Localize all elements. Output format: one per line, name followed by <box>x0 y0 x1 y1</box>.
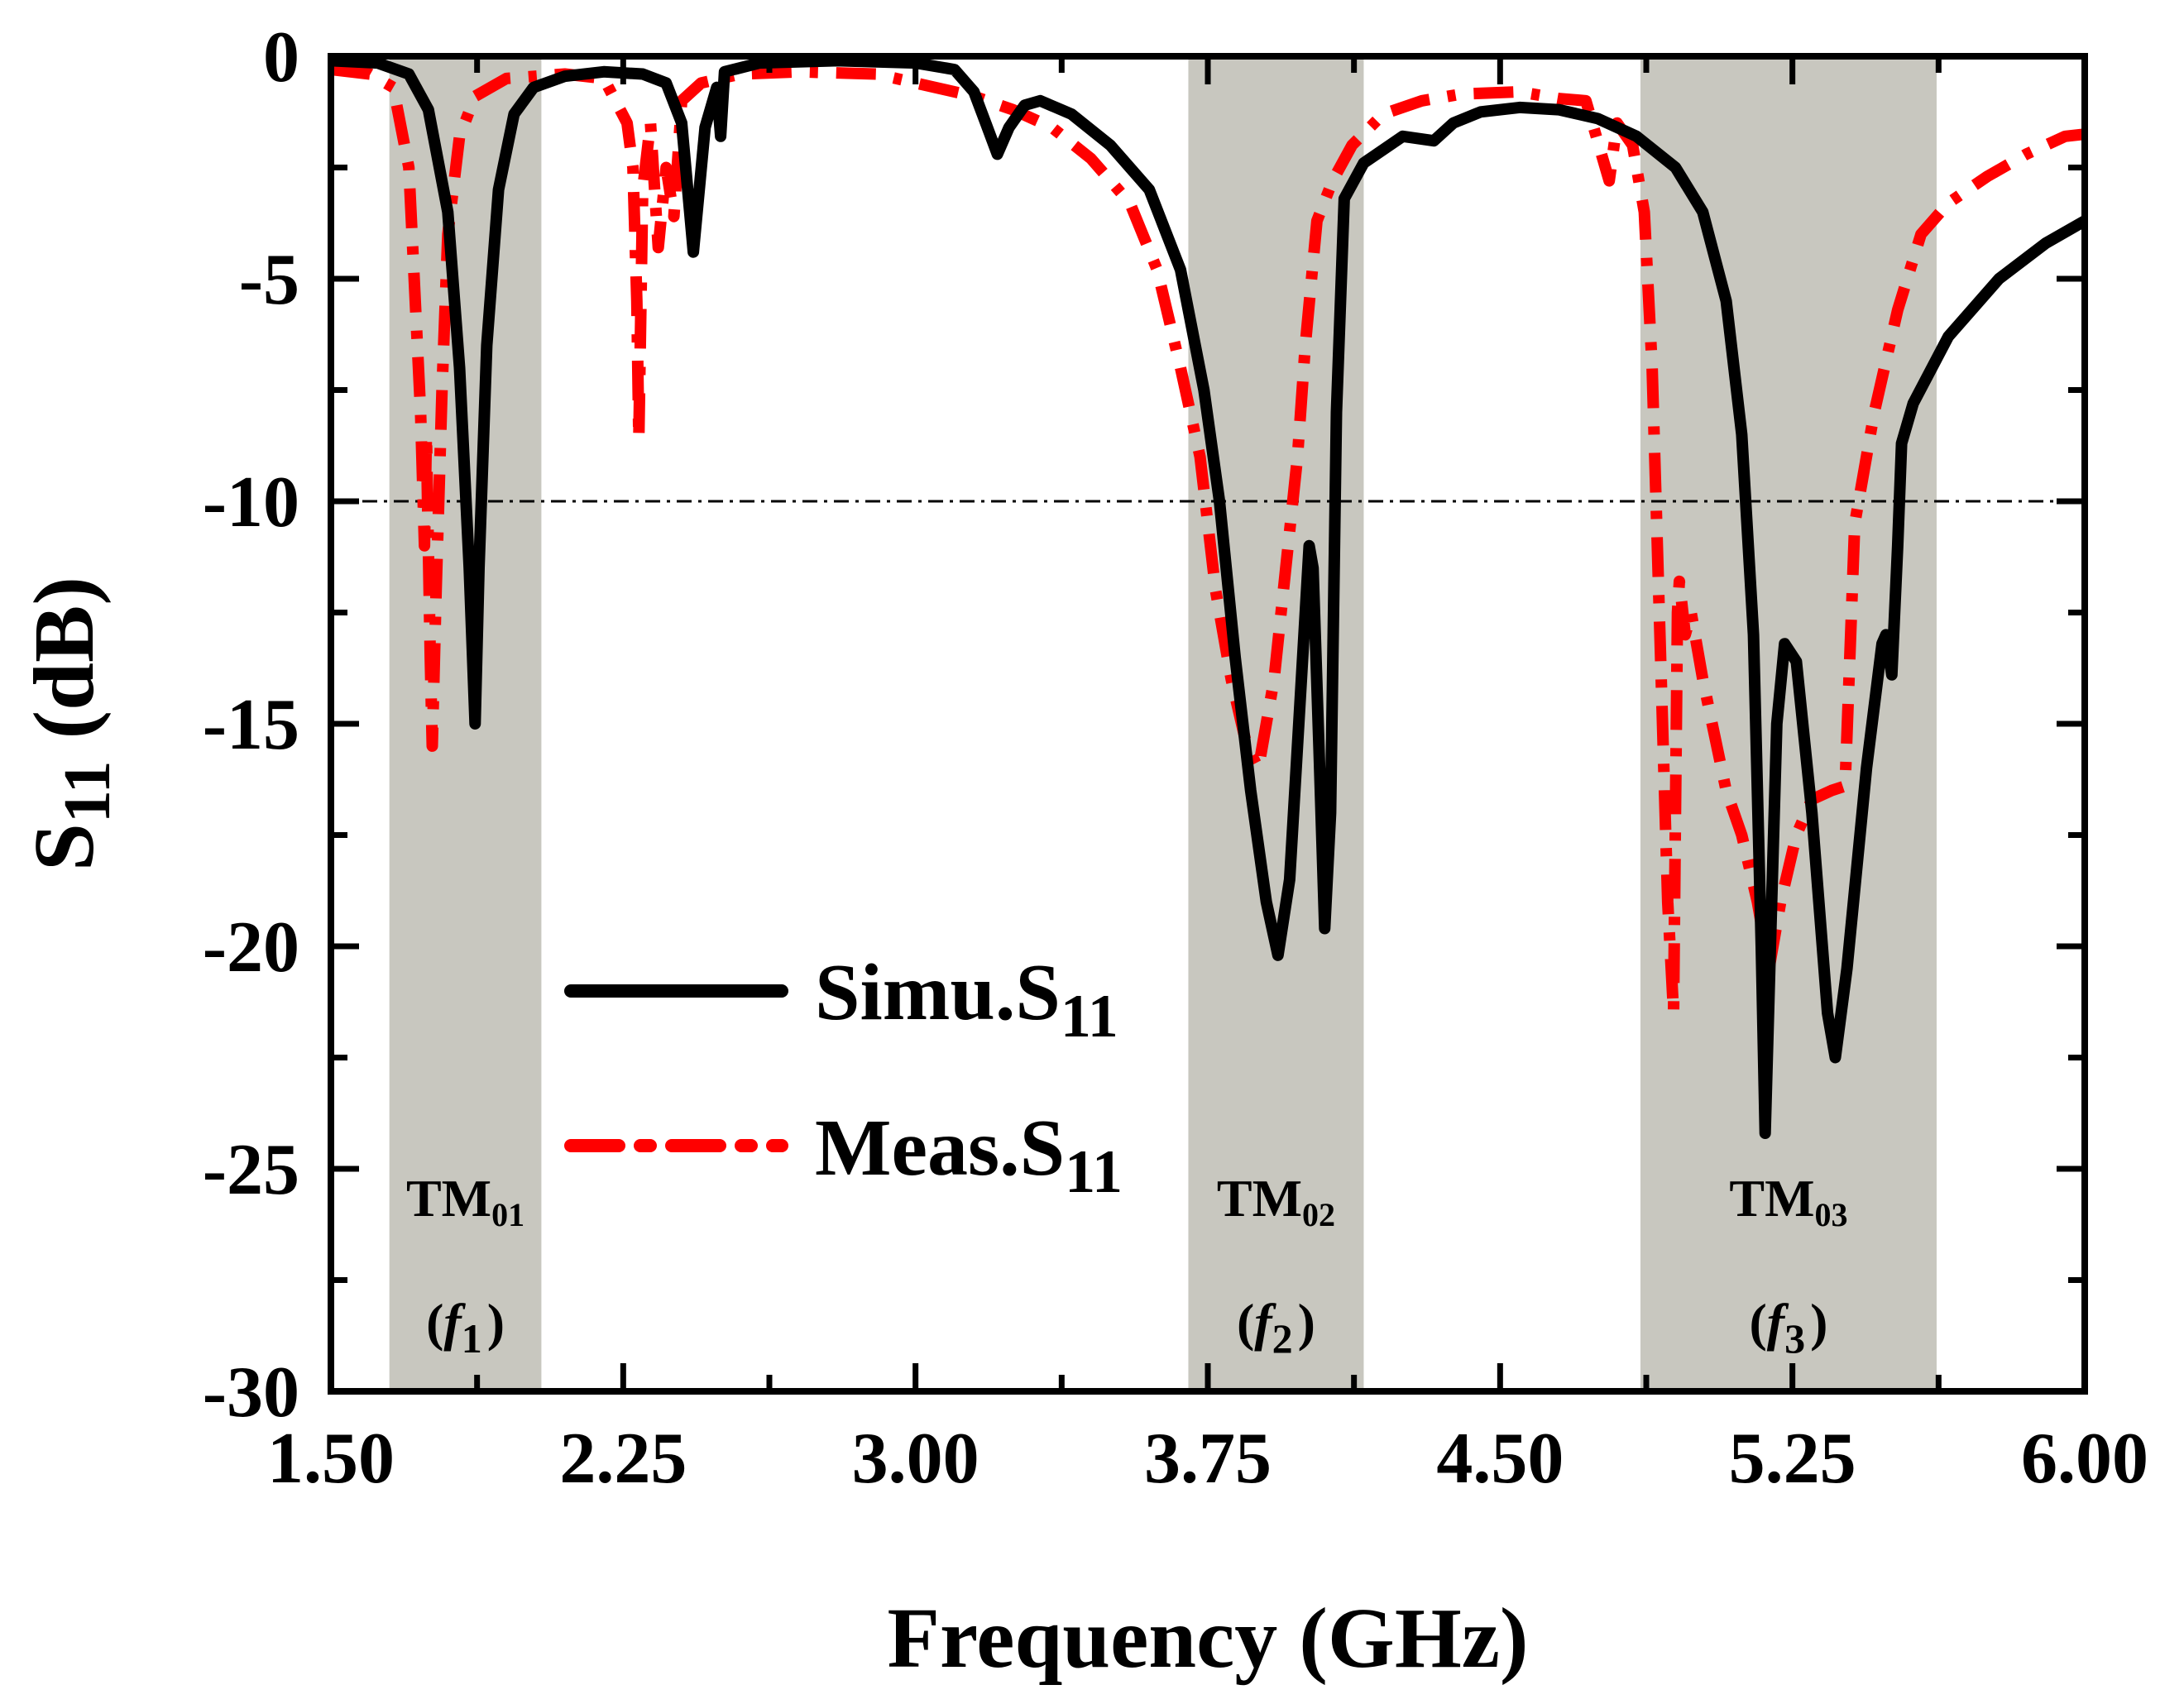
band-labels: TM01(f1)TM02(f2)TM03(f3) <box>406 1169 1848 1362</box>
legend-label-simu: Simu.S11 <box>815 948 1118 1051</box>
y-axis-title-sub: 11 <box>51 761 124 824</box>
band-mode-main-2: TM <box>1217 1169 1302 1228</box>
y-tick-label: -30 <box>203 1352 299 1433</box>
legend-label-simu-sub: 11 <box>1061 983 1118 1051</box>
band-freq-sub-2: 2 <box>1272 1315 1293 1362</box>
legend-label-simu-main: Simu.S <box>815 948 1061 1037</box>
y-axis-title-unit: (dB) <box>17 577 112 760</box>
band-freq-sub-1: 1 <box>462 1315 482 1362</box>
y-tick-label: -20 <box>203 907 299 988</box>
y-axis-title-main: S <box>17 823 112 871</box>
band-mode-sub-3: 03 <box>1815 1196 1848 1233</box>
band-mode-label-3: TM03 <box>1729 1169 1847 1233</box>
band-freq-label-3: (f3) <box>1749 1293 1827 1362</box>
band-freq-open-1: ( <box>426 1293 443 1352</box>
legend-label-meas-sub: 11 <box>1065 1138 1123 1206</box>
series-group <box>330 55 2088 1139</box>
band-mode-main-3: TM <box>1729 1169 1814 1228</box>
y-tick-label: -15 <box>203 685 299 765</box>
x-tick-label: 6.00 <box>2021 1419 2148 1499</box>
band-freq-label-2: (f2) <box>1237 1293 1315 1362</box>
x-tick-label: 3.75 <box>1144 1419 1272 1499</box>
band-mode-label-1: TM01 <box>406 1169 524 1233</box>
band-mode-label-2: TM02 <box>1217 1169 1335 1233</box>
x-tick-label: 3.00 <box>852 1419 979 1499</box>
band-3 <box>1640 56 1937 1391</box>
x-tick-label: 2.25 <box>559 1419 687 1499</box>
x-tick-label: 5.25 <box>1729 1419 1856 1499</box>
x-tick-label: 4.50 <box>1436 1419 1564 1499</box>
y-tick-label: -5 <box>239 240 299 320</box>
band-freq-close-1: ) <box>487 1293 505 1352</box>
band-mode-main-1: TM <box>406 1169 491 1228</box>
axis-ticks <box>328 53 2088 1395</box>
band-freq-close-2: ) <box>1298 1293 1315 1352</box>
y-tick-label: -10 <box>203 462 299 543</box>
band-mode-sub-1: 01 <box>491 1196 524 1233</box>
y-tick-label: -25 <box>203 1130 299 1210</box>
band-freq-close-3: ) <box>1810 1293 1827 1352</box>
y-tick-label: 0 <box>263 17 299 98</box>
band-freq-label-1: (f1) <box>426 1293 505 1362</box>
x-axis-title: Frequency (GHz) <box>887 1591 1528 1686</box>
axis-tick-labels: 1.50 2.25 3.00 3.75 4.50 5.25 6.00 0 -5 -10 -15 -20… <box>203 17 2148 1499</box>
band-freq-open-2: ( <box>1237 1293 1254 1352</box>
band-freq-open-3: ( <box>1749 1293 1766 1352</box>
x-tick-label: 1.50 <box>267 1419 395 1499</box>
legend-label-meas-main: Meas.S <box>815 1103 1065 1193</box>
legend: Simu.S11 Meas.S11 <box>564 948 1123 1206</box>
resonance-bands <box>389 56 1937 1391</box>
y-axis-title: S11 (dB) <box>17 577 124 871</box>
band-mode-sub-2: 02 <box>1302 1196 1335 1233</box>
legend-label-meas: Meas.S11 <box>815 1103 1123 1206</box>
band-freq-sub-3: 3 <box>1784 1315 1805 1362</box>
series-simu-line <box>330 55 2088 1139</box>
